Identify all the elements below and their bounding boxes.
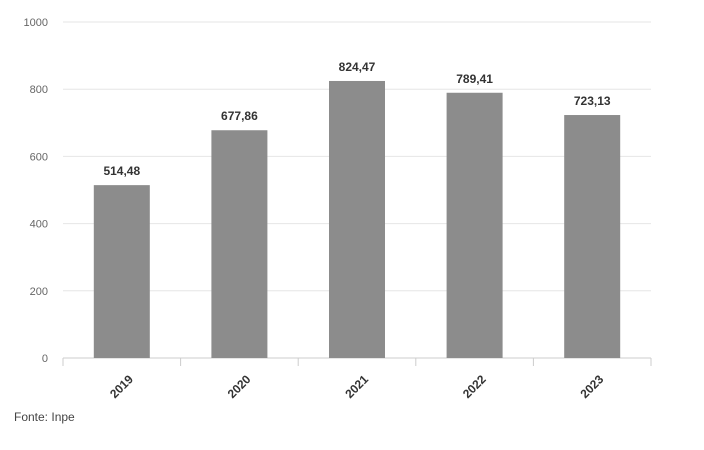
x-tick-label-2019: 2019 (107, 372, 136, 400)
data-label-2020: 677,86 (221, 109, 258, 123)
x-tick-label-2023: 2023 (578, 372, 607, 400)
data-label-2022: 789,41 (456, 72, 493, 86)
x-tick-label-2022: 2022 (460, 372, 489, 400)
data-label-2021: 824,47 (339, 60, 376, 74)
bar-chart: 0 200 400 600 800 1000 514,48 2019 677,86 2020 824… (24, 17, 652, 400)
y-tick-label: 200 (30, 286, 48, 298)
bar-2023 (564, 115, 621, 358)
y-tick-label: 0 (42, 353, 48, 365)
bar-2021 (329, 80, 385, 358)
y-tick-label: 800 (30, 84, 48, 96)
y-tick-label: 1000 (24, 17, 48, 29)
bar-2022 (446, 92, 503, 358)
data-label-2023: 723,13 (574, 94, 611, 108)
y-tick-label: 400 (30, 219, 48, 231)
bar-2020 (211, 130, 268, 358)
x-tick-label-2020: 2020 (225, 372, 254, 400)
data-label-2019: 514,48 (103, 164, 140, 178)
bar-2019 (93, 185, 150, 358)
x-tick-label-2021: 2021 (342, 372, 371, 400)
y-tick-label: 600 (30, 151, 48, 163)
source-note: Fonte: Inpe (14, 410, 75, 424)
